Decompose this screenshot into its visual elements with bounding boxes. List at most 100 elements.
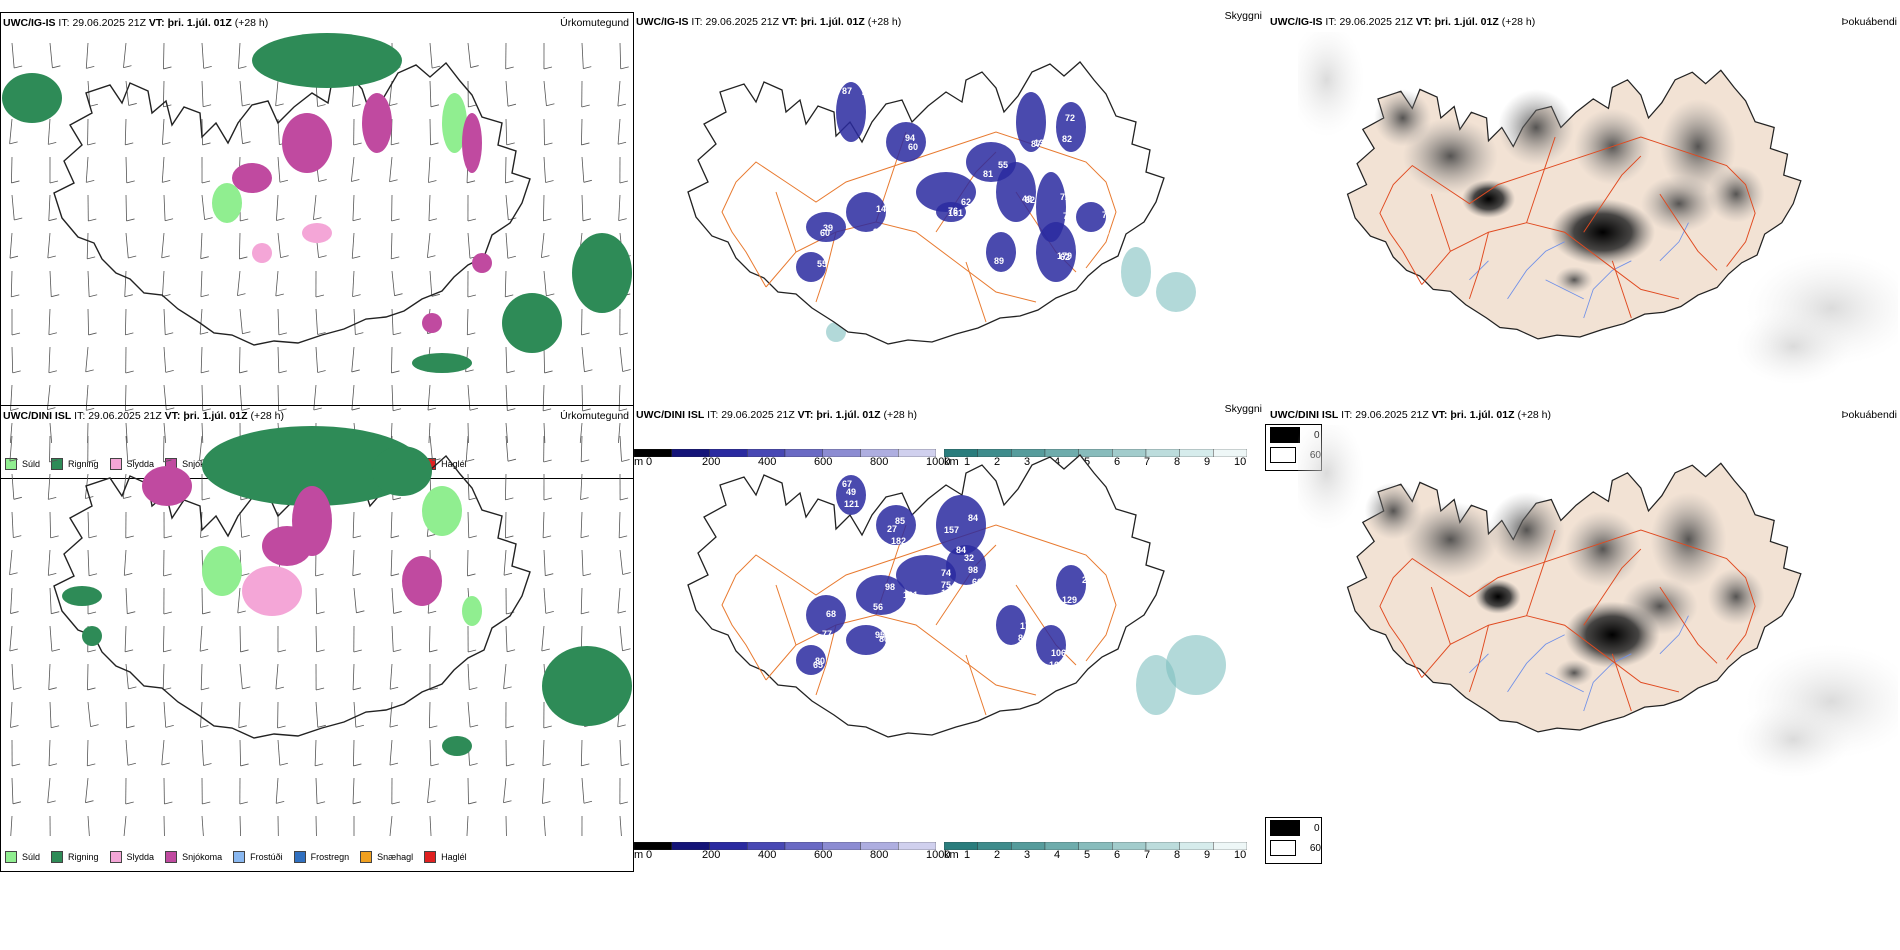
colorbar-tick: 1000 [926,849,951,861]
wind-barb [352,194,355,221]
wind-barb [162,118,165,145]
wind-barb [11,777,14,804]
wind-barb-flag [12,763,21,767]
legend-item: Haglél [424,851,467,863]
wind-barb-flag [315,294,325,298]
wind-barb [48,663,51,690]
wind-barb [315,815,317,836]
wind-barb-flag [316,649,325,653]
river [1507,634,1565,693]
wind-barb-flag [619,801,628,805]
wind-barb-flag [469,687,478,691]
wind-barb-flag [467,218,477,222]
wind-barb-flag [353,649,362,653]
wind-barb-flag [468,104,477,108]
wind-barb [200,663,203,690]
wind-barb-flag [389,762,399,766]
wind-barb-flag [164,535,173,539]
wind-barb-flag [10,408,19,411]
wind-barb-flag [351,407,360,411]
fog-legend-swatch [1270,447,1296,463]
wind-barb-flag [429,725,438,729]
precip-area [302,223,332,243]
road [1421,615,1680,693]
fog-indicator-map [1298,32,1898,385]
wind-barb-flag [88,535,97,539]
wind-barb-flag [619,180,628,184]
wind-barb-flag [9,648,18,652]
wind-barb [122,473,127,499]
fog-indicator-area [1564,510,1641,588]
river [1545,279,1584,300]
wind-barb-flag [391,218,400,222]
wind-barb-flag [238,66,247,69]
wind-barb-flag [280,255,289,258]
wind-barb [201,384,204,411]
precip-area [202,546,242,596]
wind-barb [580,739,583,766]
precip-area [542,646,632,726]
wind-barb-flag [278,370,287,374]
wind-barb-flag [353,142,362,146]
wind-barb-flag [239,256,248,260]
ceiling-value-label: 60 [908,142,918,152]
low-ceiling-area [796,252,826,282]
wind-barb [10,701,13,728]
wind-barb [505,232,509,259]
precip-area [462,113,482,173]
wind-barb [85,777,89,803]
wind-barb [87,422,89,443]
wind-barb [580,511,583,538]
wind-barb-flag [163,66,172,70]
wind-barb [277,156,281,183]
wind-barb [581,777,585,804]
wind-barb [581,118,583,145]
fog-indicator-area [1555,659,1594,687]
wind-barb [10,270,13,297]
ceiling-value-label: 76 [1102,210,1112,220]
wind-barb-flag [163,459,172,463]
legend-swatch [424,851,437,863]
colorbar-tick: 200 [702,849,721,861]
wind-barb-flag [204,217,213,220]
wind-barb [389,739,393,766]
wind-barb-flag [128,255,137,259]
wind-barb-flag [505,535,514,539]
ceiling-visibility-panel: UWC/DINI ISL IT: 29.06.2025 21Z VT: þri.… [634,403,1268,872]
wind-barb [201,42,205,69]
wind-barb [161,156,165,183]
wind-barb [275,80,279,106]
panel-title: Þokuábendi [1841,409,1897,421]
colorbar-tick: 4 [1054,456,1061,468]
legend-swatch [360,851,373,863]
wind-barb-flag [505,66,514,70]
wind-barb-flag [543,725,552,729]
wind-barb-flag [279,762,288,766]
legend-label: Rigning [68,459,99,469]
wind-barb-flag [237,610,246,614]
wind-barb [277,232,281,258]
wind-barb [353,701,357,728]
precip-area [142,466,192,506]
wind-barb-flag [88,218,97,222]
ceiling-value-label: 94 [905,133,915,143]
legend-label: Snjókoma [182,459,223,469]
wind-barb [11,156,13,183]
wind-barb [352,663,355,690]
wind-barb-flag [506,763,515,767]
wind-barb-flag [390,535,400,539]
wind-barb [581,194,584,221]
wind-barb-flag [541,255,550,258]
wind-barb-flag [202,408,211,412]
panel-header: UWC/DINI ISL IT: 29.06.2025 21Z VT: þri.… [3,410,285,422]
iceland-coastline [53,454,531,739]
low-ceiling-area [876,505,916,545]
wind-barb-flag [316,611,325,615]
fog-legend: 0 60 [1265,817,1322,864]
wind-barb-flag [429,687,439,691]
precip-area [282,113,332,173]
wind-barb [467,473,470,500]
wind-barb-flag [580,535,590,539]
ceiling-value-label: 87 [1031,139,1041,149]
wind-barb-flag [276,800,285,804]
